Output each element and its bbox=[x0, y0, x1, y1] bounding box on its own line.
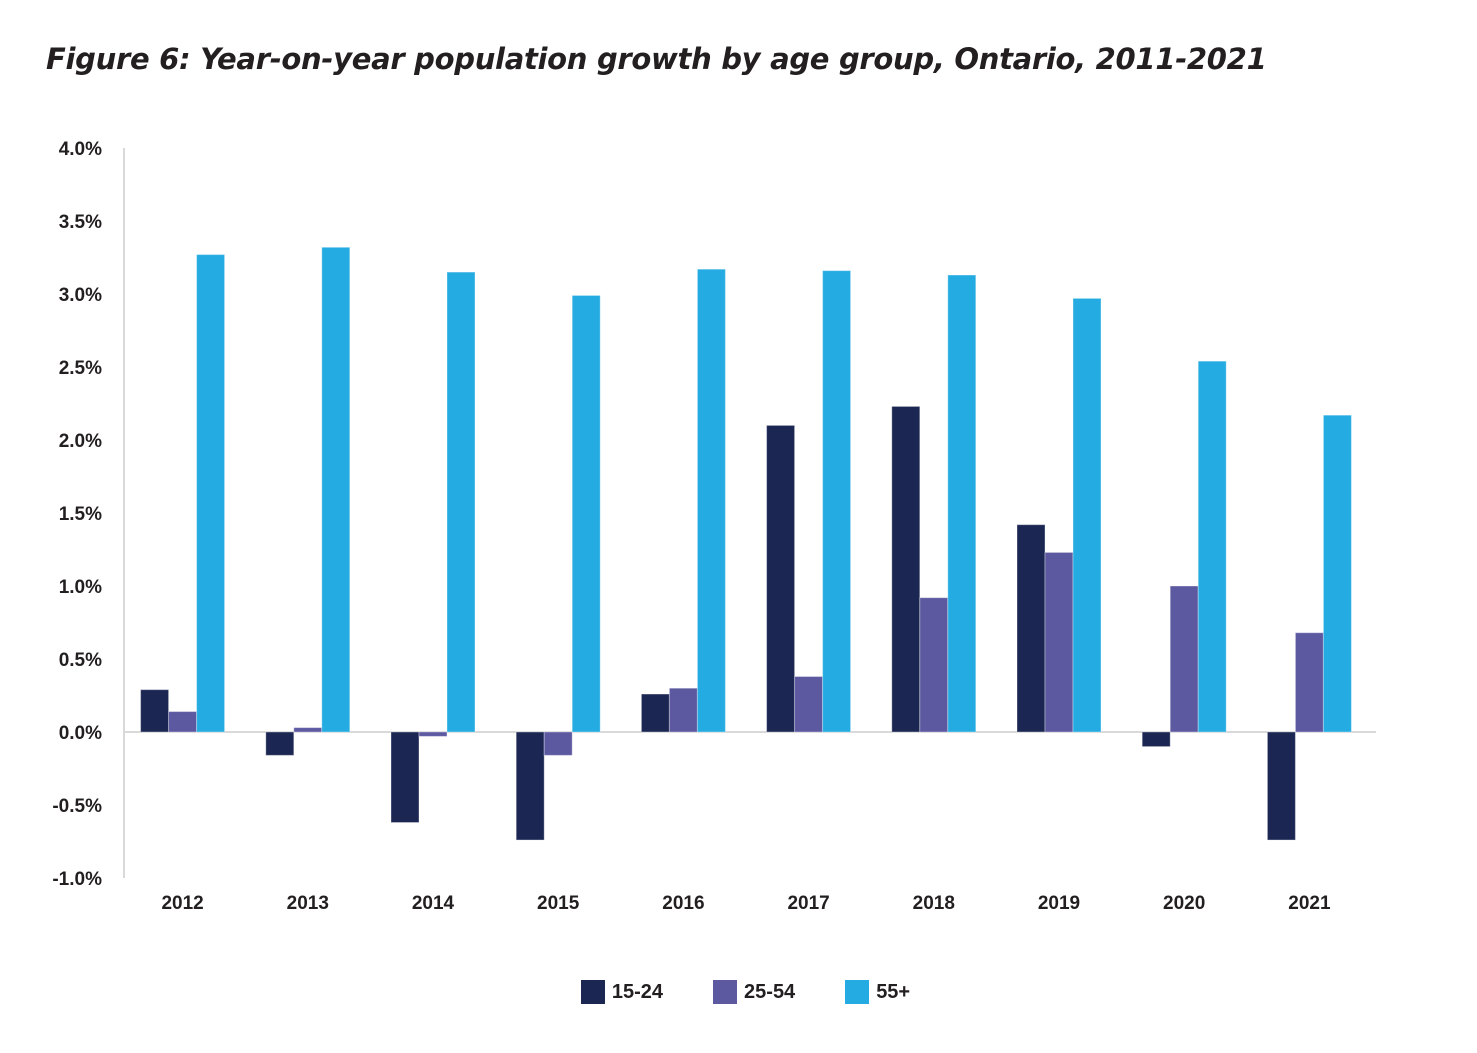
y-tick-label: 2.0% bbox=[59, 431, 102, 452]
x-axis: 2012 2013 2014 2015 2016 2017 2018 2019 2020 2021 bbox=[124, 731, 1376, 914]
x-tick-label: 2021 bbox=[1288, 893, 1331, 914]
x-tick-label: 2013 bbox=[287, 893, 329, 914]
y-tick-label: 2.5% bbox=[59, 358, 102, 379]
bar-55-plus-2021 bbox=[1322, 414, 1352, 733]
y-tick-label: -1.0% bbox=[52, 869, 102, 890]
bar-25-54-2015 bbox=[543, 731, 573, 756]
bar-25-54-2018 bbox=[919, 597, 949, 733]
legend-label: 25-54 bbox=[744, 980, 796, 1003]
legend-item-15-24: 15-24 bbox=[580, 980, 664, 1004]
bar-15-24-2014 bbox=[390, 731, 420, 824]
legend-swatch-55-plus bbox=[845, 980, 870, 1004]
bar-15-24-2018 bbox=[891, 405, 921, 733]
y-tick-label: 3.0% bbox=[59, 285, 102, 306]
y-tick-label: 0.5% bbox=[59, 650, 102, 671]
bar-25-54-2020 bbox=[1169, 585, 1199, 733]
bar-55-plus-2019 bbox=[1072, 297, 1102, 733]
x-tick-label: 2014 bbox=[412, 893, 455, 914]
x-tick-label: 2018 bbox=[913, 893, 955, 914]
bar-25-54-2016 bbox=[668, 687, 698, 733]
legend-item-25-54: 25-54 bbox=[713, 980, 795, 1004]
bar-25-54-2013 bbox=[293, 727, 323, 733]
bar-25-54-2021 bbox=[1294, 632, 1324, 733]
bar-15-24-2019 bbox=[1016, 524, 1046, 733]
bar-25-54-2019 bbox=[1044, 551, 1074, 733]
legend-label: 55+ bbox=[876, 980, 911, 1003]
bar-55-plus-2012 bbox=[196, 254, 226, 733]
legend-swatch-15-24 bbox=[580, 980, 605, 1004]
x-tick-label: 2017 bbox=[787, 893, 829, 914]
chart-title: Figure 6: Year-on-year population growth… bbox=[46, 42, 1267, 76]
x-tick-label: 2016 bbox=[662, 893, 704, 914]
bar-15-24-2013 bbox=[265, 731, 295, 756]
y-tick-label: 1.0% bbox=[59, 577, 102, 598]
y-axis: -1.0% -0.5% 0.0% 0.5% 1.0% 1.5% 2.0% 2.5% 3.0% 3.… bbox=[52, 139, 125, 890]
x-tick-label: 2019 bbox=[1038, 893, 1080, 914]
x-tick-label: 2012 bbox=[161, 893, 203, 914]
bar-55-plus-2018 bbox=[947, 274, 977, 733]
bar-55-plus-2014 bbox=[446, 271, 476, 733]
bar-25-54-2014 bbox=[418, 731, 448, 737]
bar-55-plus-2016 bbox=[696, 268, 726, 733]
y-tick-label: 0.0% bbox=[59, 723, 102, 744]
bar-55-plus-2017 bbox=[822, 270, 852, 733]
bar-55-plus-2015 bbox=[571, 294, 601, 733]
y-tick-label: -0.5% bbox=[52, 796, 102, 817]
bar-15-24-2017 bbox=[766, 424, 796, 733]
bars bbox=[140, 246, 1352, 841]
bar-15-24-2012 bbox=[140, 689, 170, 733]
y-tick-label: 1.5% bbox=[59, 504, 102, 525]
y-tick-label: 4.0% bbox=[59, 139, 102, 160]
x-tick-label: 2020 bbox=[1163, 893, 1205, 914]
legend-swatch-25-54 bbox=[713, 980, 738, 1004]
bar-15-24-2020 bbox=[1141, 731, 1171, 748]
legend-item-55-plus: 55+ bbox=[845, 980, 910, 1004]
bar-25-54-2017 bbox=[794, 676, 824, 733]
bar-25-54-2012 bbox=[168, 711, 198, 733]
bar-55-plus-2020 bbox=[1197, 360, 1227, 733]
x-tick-label: 2015 bbox=[537, 893, 580, 914]
legend: 15-24 25-54 55+ bbox=[0, 980, 1477, 1004]
bar-15-24-2015 bbox=[515, 731, 545, 841]
bar-chart: -1.0% -0.5% 0.0% 0.5% 1.0% 1.5% 2.0% 2.5% 3.0% 3.… bbox=[52, 139, 1376, 914]
legend-label: 15-24 bbox=[611, 980, 664, 1003]
bar-55-plus-2013 bbox=[321, 246, 351, 733]
bar-15-24-2016 bbox=[640, 693, 670, 733]
bar-15-24-2021 bbox=[1266, 731, 1296, 841]
y-tick-label: 3.5% bbox=[59, 212, 102, 233]
